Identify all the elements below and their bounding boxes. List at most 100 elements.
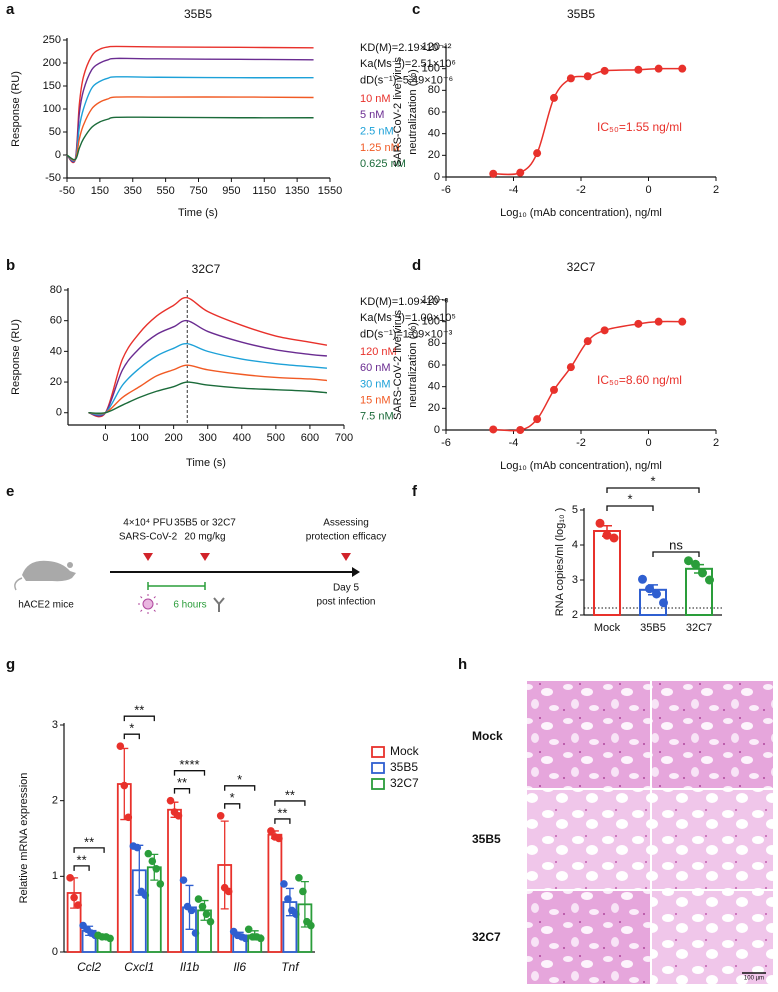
legend-label: 10 nM xyxy=(360,93,391,105)
schematic-label: 20 mg/kg xyxy=(184,532,225,543)
series-line xyxy=(66,116,314,161)
significance-bracket xyxy=(73,865,90,871)
x-tick-label: 1550 xyxy=(318,185,342,197)
y-tick-label: 50 xyxy=(49,126,61,138)
chart-title: 32C7 xyxy=(567,260,596,274)
x-tick-label: Il6 xyxy=(233,960,246,974)
x-tick-label: 950 xyxy=(222,185,240,197)
data-point xyxy=(550,385,558,394)
y-tick-label: 200 xyxy=(43,57,61,69)
y-tick-label: 40 xyxy=(50,345,62,357)
row-label: Mock xyxy=(472,729,503,743)
y-tick-label: 2 xyxy=(52,795,58,807)
data-point xyxy=(194,895,203,903)
significance-label: * xyxy=(237,772,242,787)
data-point xyxy=(120,781,129,790)
significance-bracket xyxy=(224,785,256,791)
x-tick-label: -2 xyxy=(576,437,586,449)
data-point xyxy=(678,64,687,73)
interval-bracket xyxy=(147,582,206,590)
y-tick-label: 0 xyxy=(434,171,440,183)
data-point xyxy=(691,559,700,569)
data-point xyxy=(659,598,668,608)
data-point xyxy=(106,934,114,943)
data-point xyxy=(275,834,283,843)
event-marker xyxy=(143,553,153,561)
y-tick-label: 120 xyxy=(422,41,440,53)
legend-label: 0.625 nM xyxy=(360,158,406,170)
data-point xyxy=(583,337,592,346)
series-line xyxy=(66,76,314,162)
data-point xyxy=(684,556,693,566)
data-point xyxy=(166,796,175,805)
significance-label: ** xyxy=(285,787,295,802)
row-label: 32C7 xyxy=(472,930,501,944)
scale-bar-label: 100 µm xyxy=(744,976,764,982)
bar xyxy=(593,530,621,616)
y-tick-label: 5 xyxy=(572,504,578,516)
significance-bracket xyxy=(73,847,105,853)
data-point xyxy=(489,425,498,434)
y-tick-label: 0 xyxy=(56,407,62,419)
significance-bracket xyxy=(173,788,191,794)
y-tick-label: 40 xyxy=(428,381,440,393)
series-line xyxy=(66,96,314,161)
x-tick-label: Il1b xyxy=(180,960,200,974)
panel-label: g xyxy=(6,656,15,673)
x-tick-label: 500 xyxy=(267,432,285,444)
significance-bracket xyxy=(123,733,140,740)
significance-bracket xyxy=(274,818,291,824)
bar xyxy=(267,833,283,953)
data-point xyxy=(634,65,643,74)
data-point xyxy=(256,934,265,943)
panel-label: a xyxy=(6,1,15,18)
series-line xyxy=(66,45,314,164)
histology-image xyxy=(652,681,773,788)
y-axis-label: SARS-CoV-2 live virus xyxy=(392,309,404,420)
legend-label: 1.25 nM xyxy=(360,142,400,154)
schematic-label: Day 5 xyxy=(333,583,360,594)
annotation: dD(s⁻¹)=1.09×10⁻³ xyxy=(360,328,453,340)
data-point xyxy=(216,812,225,820)
y-tick-label: 150 xyxy=(43,80,61,92)
series-line xyxy=(66,57,314,163)
x-tick-label: -4 xyxy=(509,184,519,196)
antibody-icon xyxy=(213,597,225,612)
mouse-icon xyxy=(22,560,76,582)
panel-label: d xyxy=(412,257,421,274)
legend-label: 15 nM xyxy=(360,395,391,407)
y-axis-label: Relative mRNA expression xyxy=(18,773,30,904)
x-tick-label: 0 xyxy=(645,437,651,449)
data-point xyxy=(634,319,643,328)
x-tick-label: 150 xyxy=(91,185,109,197)
panel-label: b xyxy=(6,257,15,274)
histology-image xyxy=(527,681,650,788)
significance-bracket xyxy=(173,770,206,776)
legend-label: 35B5 xyxy=(390,760,418,774)
annotation: Ka(Ms⁻¹)=1.00×10⁵ xyxy=(360,312,456,324)
legend-label: 120 nM xyxy=(360,346,397,358)
y-tick-label: 20 xyxy=(428,149,440,161)
virus-icon xyxy=(138,594,158,614)
legend-label: 5 nM xyxy=(360,109,384,121)
significance-label: * xyxy=(230,790,235,805)
y-tick-label: 4 xyxy=(572,539,578,551)
panel-label: e xyxy=(6,483,14,500)
mouse-ear xyxy=(67,562,73,568)
legend-label: 2.5 nM xyxy=(360,126,394,138)
schematic-label: post infection xyxy=(317,597,376,608)
y-tick-label: 0 xyxy=(434,424,440,436)
y-tick-label: 100 xyxy=(422,316,440,328)
x-tick-label: 350 xyxy=(124,185,142,197)
x-tick-label: 2 xyxy=(713,184,719,196)
x-tick-label: Tnf xyxy=(281,960,300,974)
row-label: 35B5 xyxy=(472,832,501,846)
histology: Mock 35B5 32C7 100 µm xyxy=(472,681,773,984)
x-tick-label: 35B5 xyxy=(640,622,666,634)
series-line xyxy=(88,319,328,417)
histology-image xyxy=(527,891,650,984)
schematic: 4×10⁴ PFU SARS-CoV-2 35B5 or 32C7 20 mg/… xyxy=(14,518,386,614)
data-point xyxy=(66,874,74,882)
y-tick-label: 120 xyxy=(422,294,440,306)
x-tick-label: Mock xyxy=(594,622,621,634)
